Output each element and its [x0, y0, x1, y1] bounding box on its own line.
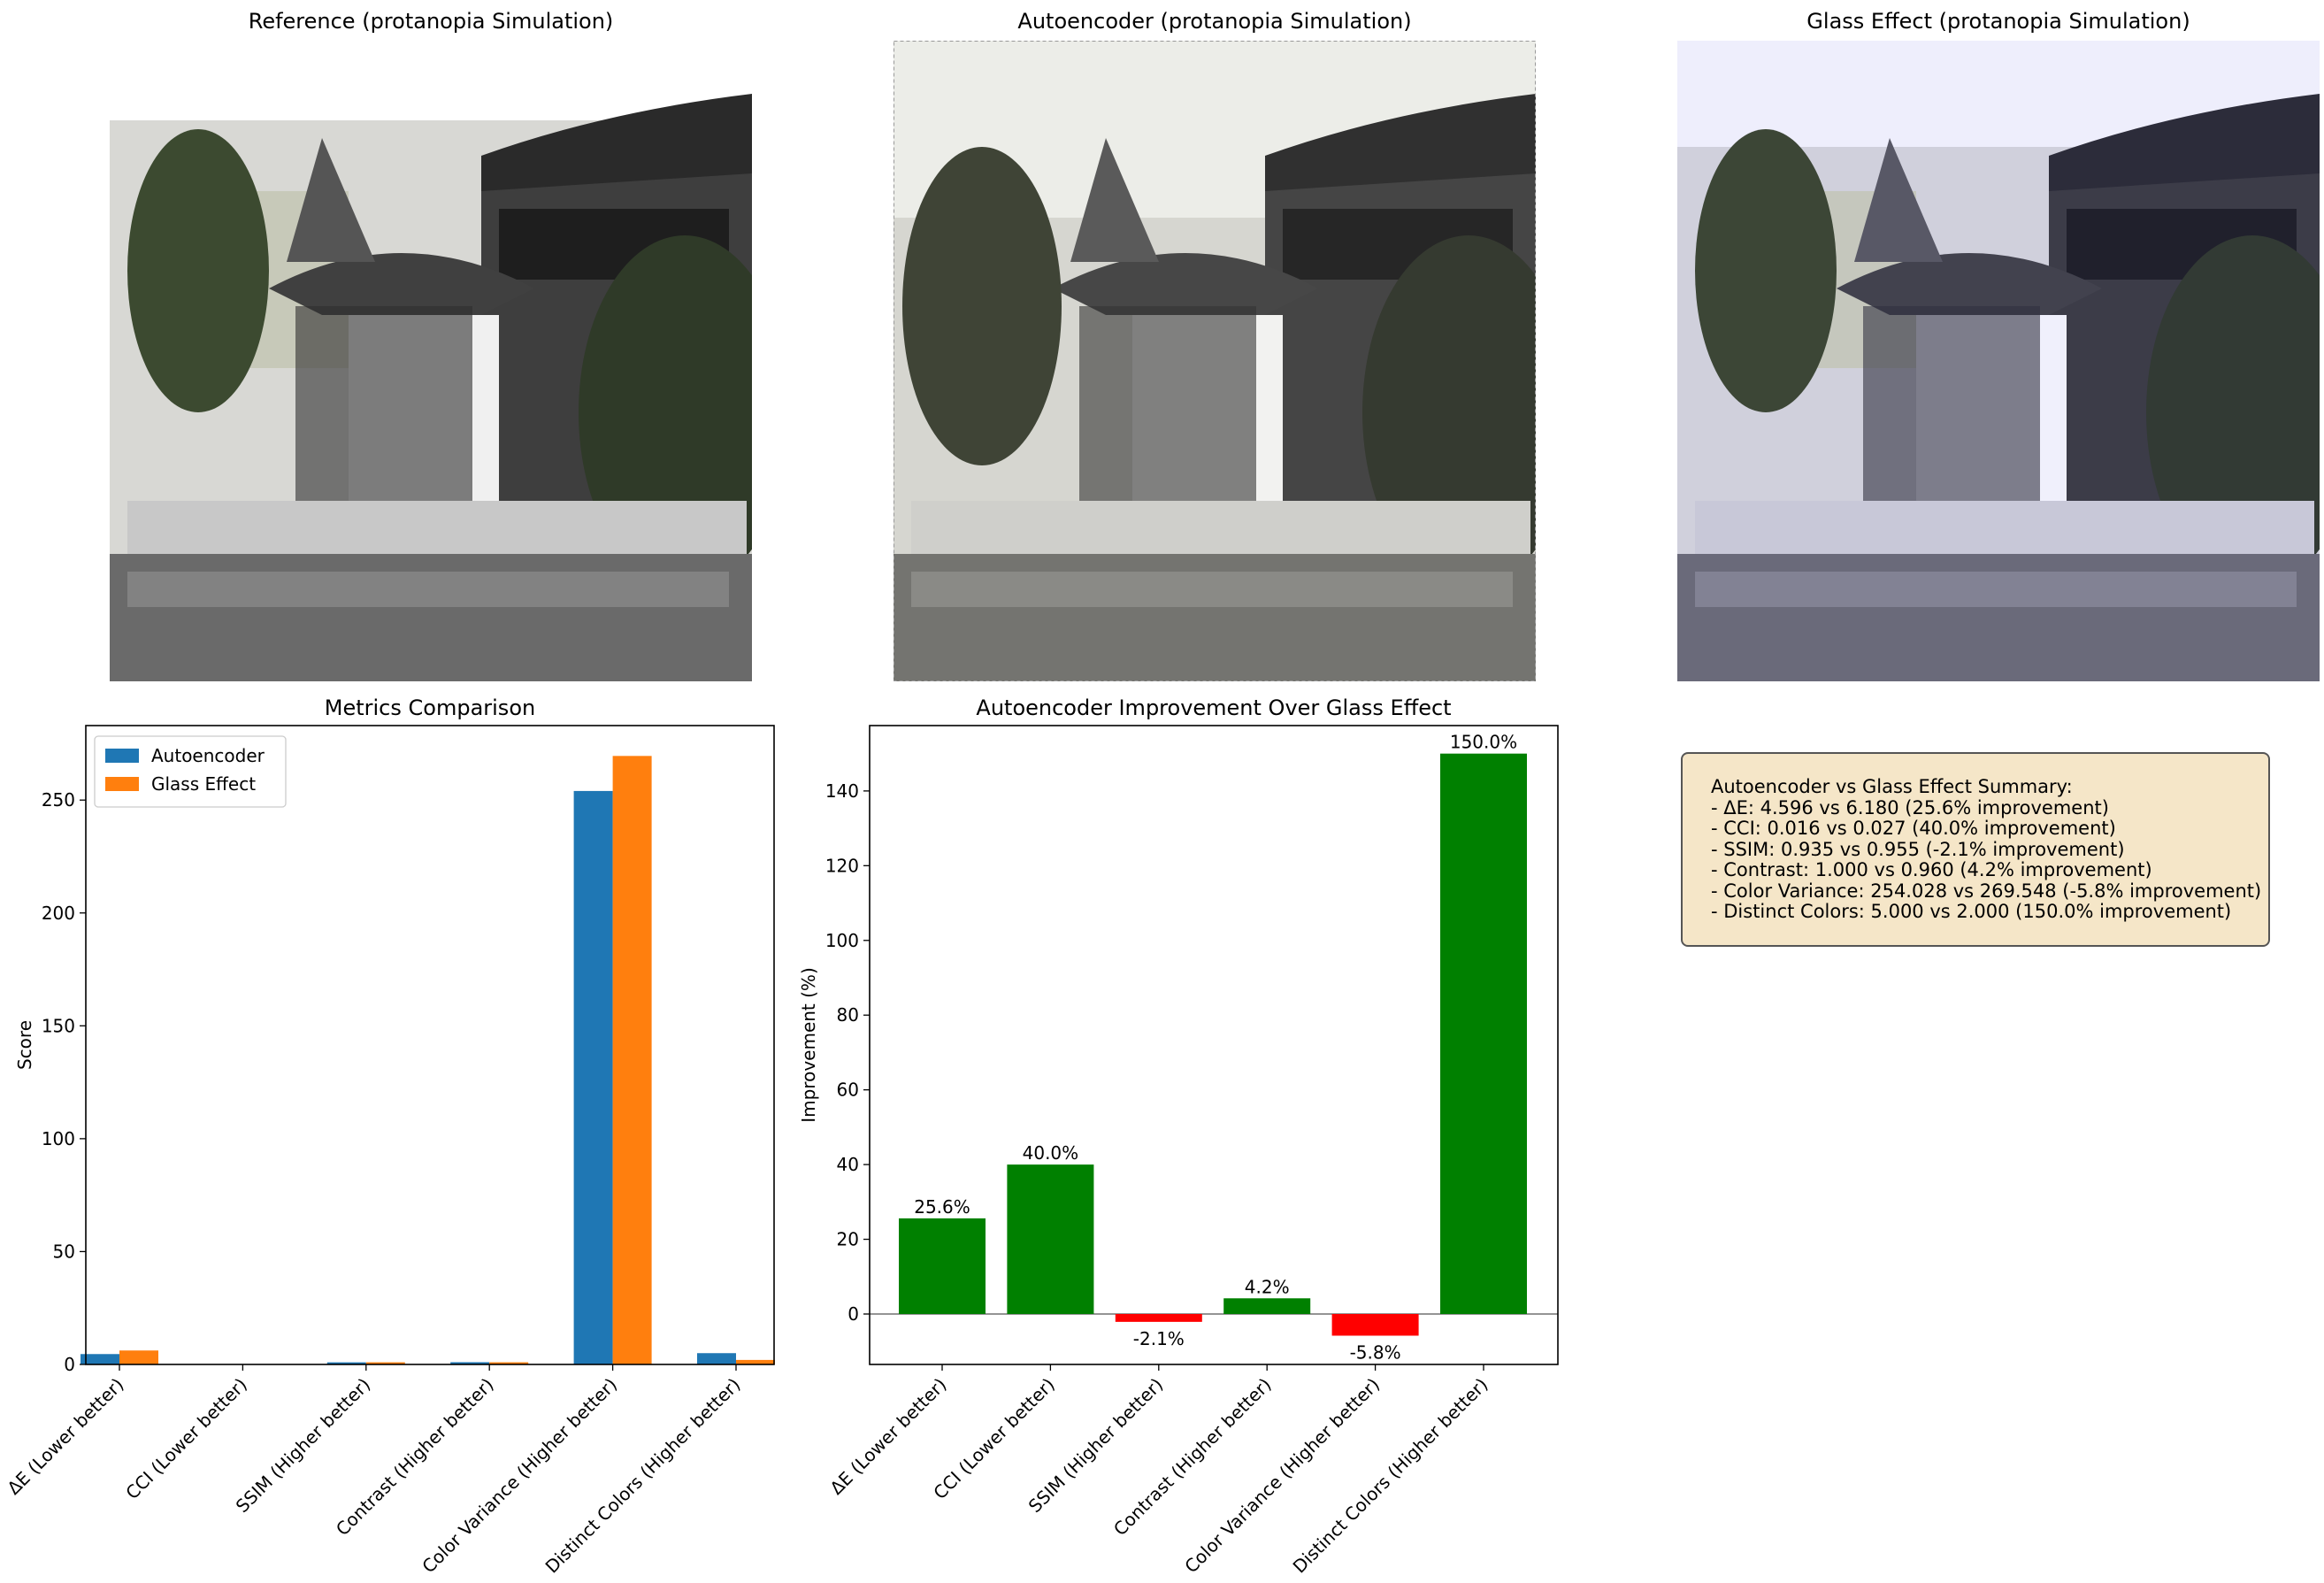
y-tick-label: 50: [53, 1241, 75, 1262]
x-tick-label: SSIM (Higher better): [232, 1374, 375, 1518]
x-tick-label: CCI (Lower better): [929, 1374, 1059, 1504]
plot-frame: [85, 725, 775, 1365]
x-tick-label: ΔE (Lower better): [825, 1374, 950, 1499]
y-tick-label: 200: [42, 903, 75, 924]
bar-value-label: 25.6%: [914, 1196, 970, 1218]
improvement-bar: [1115, 1314, 1202, 1322]
improvement-bar: [899, 1218, 986, 1314]
reference-title: Reference (protanopia Simulation): [248, 9, 614, 34]
x-tick-label: Color Variance (Higher better): [1180, 1374, 1384, 1578]
x-tick-label: Distinct Colors (Higher better): [541, 1374, 745, 1578]
chart-title: Autoencoder Improvement Over Glass Effec…: [976, 695, 1451, 720]
bar-glass-effect: [736, 1359, 775, 1364]
y-tick-label: 150: [42, 1015, 75, 1036]
x-tick-label: ΔE (Lower better): [3, 1374, 127, 1499]
summary-title: Autoencoder vs Glass Effect Summary:: [1711, 776, 2073, 797]
glass-image: [1677, 41, 2320, 681]
bar-glass-effect: [365, 1362, 405, 1364]
bar-value-label: 150.0%: [1450, 732, 1517, 753]
summary-line: - Distinct Colors: 5.000 vs 2.000 (150.0…: [1711, 901, 2232, 922]
y-tick-label: 0: [848, 1303, 859, 1325]
autoencoder-title: Autoencoder (protanopia Simulation): [1017, 9, 1412, 34]
y-tick-label: 140: [825, 780, 859, 802]
legend-label: Glass Effect: [151, 773, 256, 795]
summary-box: Autoencoder vs Glass Effect Summary: - Δ…: [1681, 752, 2270, 947]
bar-glass-effect: [612, 756, 652, 1364]
summary-line: - Contrast: 1.000 vs 0.960 (4.2% improve…: [1711, 859, 2152, 880]
summary-line: - ΔE: 4.596 vs 6.180 (25.6% improvement): [1711, 796, 2109, 818]
legend-label: Autoencoder: [151, 745, 265, 766]
bar-value-label: 40.0%: [1023, 1142, 1079, 1164]
y-tick-label: 100: [825, 930, 859, 951]
improvement-bar: [1440, 753, 1527, 1314]
x-tick-label: Color Variance (Higher better): [418, 1374, 621, 1578]
bar-autoencoder: [697, 1353, 736, 1364]
bar-autoencoder: [450, 1362, 490, 1364]
summary-line: - CCI: 0.016 vs 0.027 (40.0% improvement…: [1711, 818, 2116, 839]
chart-title: Metrics Comparison: [325, 695, 535, 720]
y-tick-label: 100: [42, 1128, 75, 1149]
bar-value-label: 4.2%: [1245, 1276, 1290, 1297]
summary-line: - SSIM: 0.935 vs 0.955 (-2.1% improvemen…: [1711, 838, 2125, 860]
plot-frame: [869, 725, 1559, 1365]
bar-value-label: -5.8%: [1350, 1341, 1401, 1363]
y-tick-label: 20: [837, 1229, 859, 1250]
y-axis-label: Improvement (%): [798, 967, 819, 1123]
improvement-bar: [1331, 1314, 1419, 1336]
y-tick-label: 250: [42, 789, 75, 811]
bar-glass-effect: [489, 1362, 529, 1364]
bar-autoencoder: [81, 1354, 119, 1364]
bar-autoencoder: [573, 790, 613, 1364]
legend-swatch: [105, 777, 139, 791]
improvement-bar: [1007, 1164, 1094, 1314]
y-tick-label: 40: [837, 1154, 859, 1175]
y-axis-label: Score: [14, 1020, 35, 1070]
y-tick-label: 60: [837, 1080, 859, 1101]
improvement-bar: [1223, 1298, 1311, 1314]
glass-title: Glass Effect (protanopia Simulation): [1806, 9, 2190, 34]
y-tick-label: 0: [64, 1354, 75, 1375]
bar-value-label: -2.1%: [1133, 1328, 1185, 1349]
legend-box: [94, 735, 287, 808]
x-tick-label: Distinct Colors (Higher better): [1289, 1374, 1492, 1578]
legend-swatch: [105, 749, 139, 763]
x-tick-label: CCI (Lower better): [121, 1374, 251, 1504]
bar-glass-effect: [119, 1350, 158, 1364]
autoencoder-image: [894, 41, 1536, 681]
reference-image: [110, 41, 752, 681]
y-tick-label: 80: [837, 1004, 859, 1026]
y-tick-label: 120: [825, 855, 859, 876]
summary-line: - Color Variance: 254.028 vs 269.548 (-5…: [1711, 880, 2262, 902]
bar-autoencoder: [326, 1362, 366, 1364]
